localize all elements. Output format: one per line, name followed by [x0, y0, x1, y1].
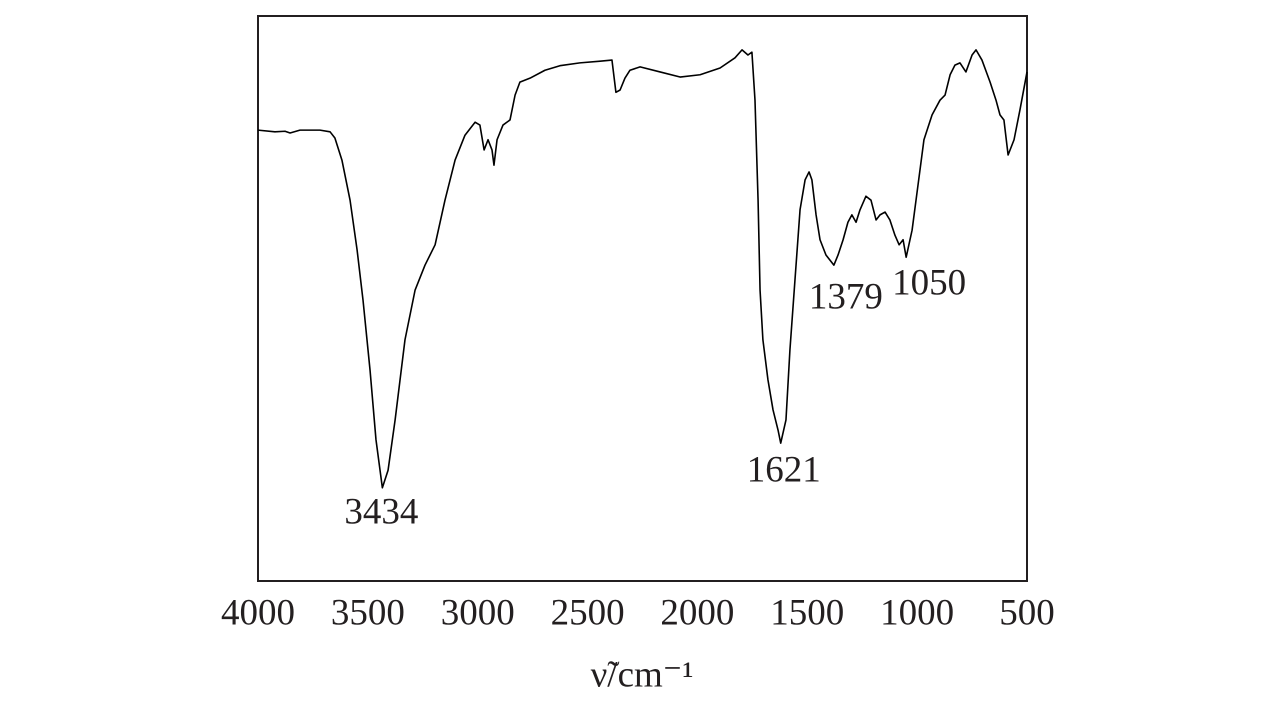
x-tick-label: 2000 [660, 592, 734, 633]
x-tick-label: 1000 [880, 592, 954, 633]
x-tick-label: 1500 [770, 592, 844, 633]
x-tick-label: 2500 [551, 592, 625, 633]
x-tick-label: 4000 [221, 592, 295, 633]
x-tick-label: 500 [999, 592, 1055, 633]
peak-label: 1621 [747, 450, 821, 491]
x-tick-label: 3500 [331, 592, 405, 633]
peak-label: 3434 [344, 491, 418, 532]
plot-frame [257, 15, 1028, 582]
x-axis-label: ν̃/cm⁻¹ [591, 654, 694, 695]
peak-label: 1050 [892, 263, 966, 304]
peak-label: 1379 [809, 277, 883, 318]
x-tick-label: 3000 [441, 592, 515, 633]
spectrum-line [257, 49, 1028, 489]
